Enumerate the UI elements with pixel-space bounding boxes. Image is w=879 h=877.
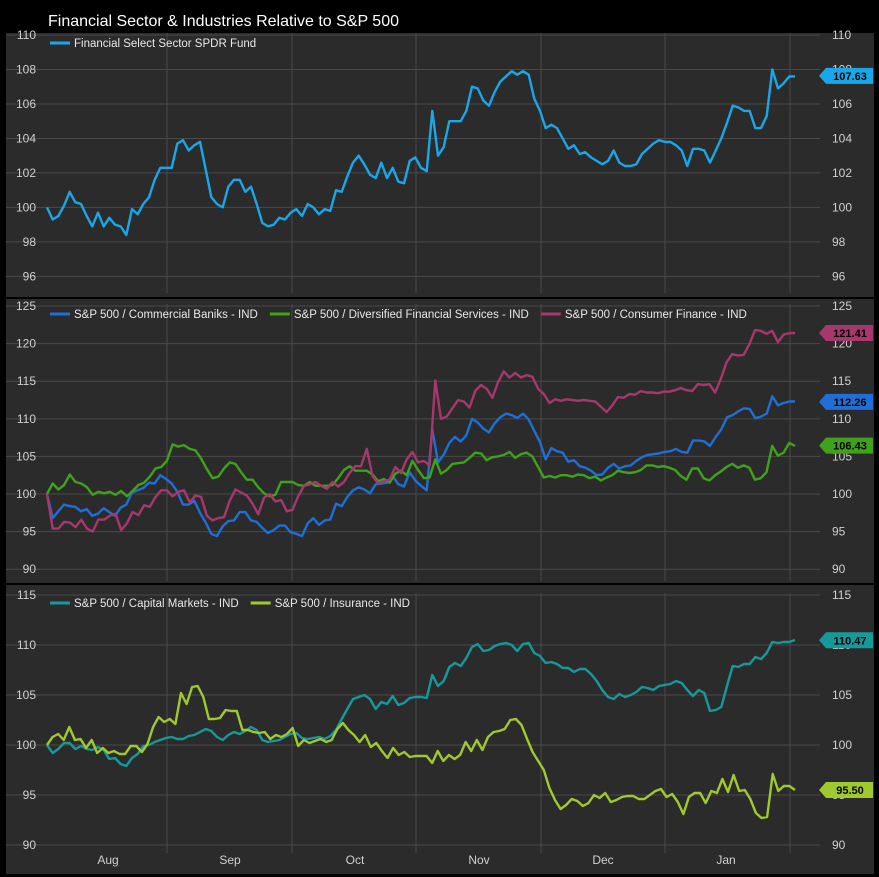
y-tick-right: 106 [832, 97, 852, 111]
series-line-xlf [45, 68, 795, 237]
last-value-label: 121.41 [833, 328, 867, 340]
y-tick-left: 125 [16, 299, 36, 313]
tick-layer: 1101101081081061061041041021021001009898… [16, 28, 852, 867]
y-tick-left: 95 [23, 525, 37, 539]
y-tick-right: 100 [832, 738, 852, 752]
legend-label: Financial Select Sector SPDR Fund [74, 38, 256, 50]
last-value-label: 106.43 [833, 441, 867, 453]
last-value-badge-xlf: 107.63 [819, 67, 873, 84]
legend-item-capital: S&P 500 / Capital Markets - IND [50, 598, 239, 610]
y-tick-left: 115 [17, 374, 36, 388]
y-tick-right: 102 [832, 166, 852, 180]
y-tick-left: 110 [17, 412, 36, 426]
y-tick-left: 106 [16, 97, 36, 111]
series-layer [45, 68, 796, 820]
y-tick-right: 100 [832, 200, 852, 214]
y-tick-left: 95 [23, 788, 37, 802]
y-tick-left: 108 [16, 62, 36, 76]
x-tick-nov: Nov [468, 853, 489, 867]
y-tick-left: 100 [16, 738, 36, 752]
legend-item-xlf: Financial Select Sector SPDR Fund [50, 38, 256, 50]
y-tick-right: 115 [832, 374, 851, 388]
last-value-label: 112.26 [833, 397, 866, 409]
y-tick-left: 105 [16, 449, 36, 463]
last-value-label: 107.63 [833, 71, 867, 83]
y-tick-right: 98 [832, 235, 846, 249]
last-value-badge-banks: 112.26 [819, 393, 873, 410]
last-value-label: 110.47 [833, 635, 866, 647]
legend-item-banks: S&P 500 / Commercial Baniks - IND [50, 309, 258, 321]
x-tick-sep: Sep [219, 853, 241, 867]
y-tick-right: 90 [832, 562, 846, 576]
y-tick-right: 115 [832, 588, 851, 602]
y-tick-left: 96 [23, 269, 37, 283]
y-tick-left: 100 [16, 487, 36, 501]
legend-item-insurance: S&P 500 / Insurance - IND [250, 598, 410, 610]
panel-top [6, 33, 874, 297]
y-tick-left: 120 [16, 337, 36, 351]
series-line-insurance [46, 684, 796, 820]
legend-label: S&P 500 / Capital Markets - IND [74, 598, 239, 610]
y-tick-right: 95 [832, 525, 846, 539]
y-tick-left: 90 [23, 562, 37, 576]
series-line-diversified [45, 441, 796, 498]
last-value-badge-diversified: 106.43 [819, 437, 873, 454]
last-value-badge-consumer: 121.41 [819, 325, 873, 342]
legend-item-consumer: S&P 500 / Consumer Finance - IND [540, 309, 747, 321]
legend-item-diversified: S&P 500 / Diversified Financial Services… [269, 309, 529, 321]
y-tick-right: 96 [832, 269, 846, 283]
legend-label: S&P 500 / Consumer Finance - IND [565, 309, 747, 321]
y-tick-right: 125 [832, 299, 852, 313]
y-tick-right: 90 [832, 838, 846, 852]
panel-middle [6, 299, 874, 583]
series-line-capital [46, 638, 796, 768]
y-tick-left: 104 [16, 131, 36, 145]
series-line-consumer [45, 328, 795, 533]
series-line-banks [45, 395, 795, 538]
y-tick-right: 110 [832, 28, 851, 42]
y-tick-left: 110 [17, 638, 36, 652]
legend-label: S&P 500 / Insurance - IND [275, 598, 410, 610]
x-tick-dec: Dec [592, 853, 613, 867]
legend-layer: Financial Select Sector SPDR Fund S&P 500… [50, 38, 747, 610]
legend-label: S&P 500 / Commercial Baniks - IND [74, 309, 258, 321]
y-tick-right: 110 [832, 412, 851, 426]
last-value-badge-capital: 110.47 [819, 632, 873, 649]
last-value-label: 95.50 [836, 785, 864, 797]
y-tick-left: 110 [17, 28, 36, 42]
y-tick-right: 105 [832, 688, 852, 702]
last-value-badge-insurance: 95.50 [819, 782, 873, 798]
y-tick-right: 100 [832, 487, 852, 501]
x-tick-oct: Oct [346, 853, 365, 867]
y-tick-left: 98 [23, 235, 37, 249]
y-tick-left: 100 [16, 200, 36, 214]
y-tick-left: 102 [16, 166, 36, 180]
x-tick-aug: Aug [97, 853, 118, 867]
y-tick-left: 105 [16, 688, 36, 702]
chart-title: Financial Sector & Industries Relative t… [48, 13, 399, 30]
panel-bottom [6, 585, 874, 874]
badge-layer: 107.63 112.26 106.43 121.41 110.47 95.50 [819, 67, 873, 798]
y-tick-left: 90 [23, 838, 37, 852]
grid-layer [6, 33, 820, 853]
y-tick-right: 104 [832, 131, 852, 145]
legend-label: S&P 500 / Diversified Financial Services… [294, 309, 529, 321]
x-tick-jan: Jan [716, 853, 735, 867]
y-tick-left: 115 [17, 588, 36, 602]
